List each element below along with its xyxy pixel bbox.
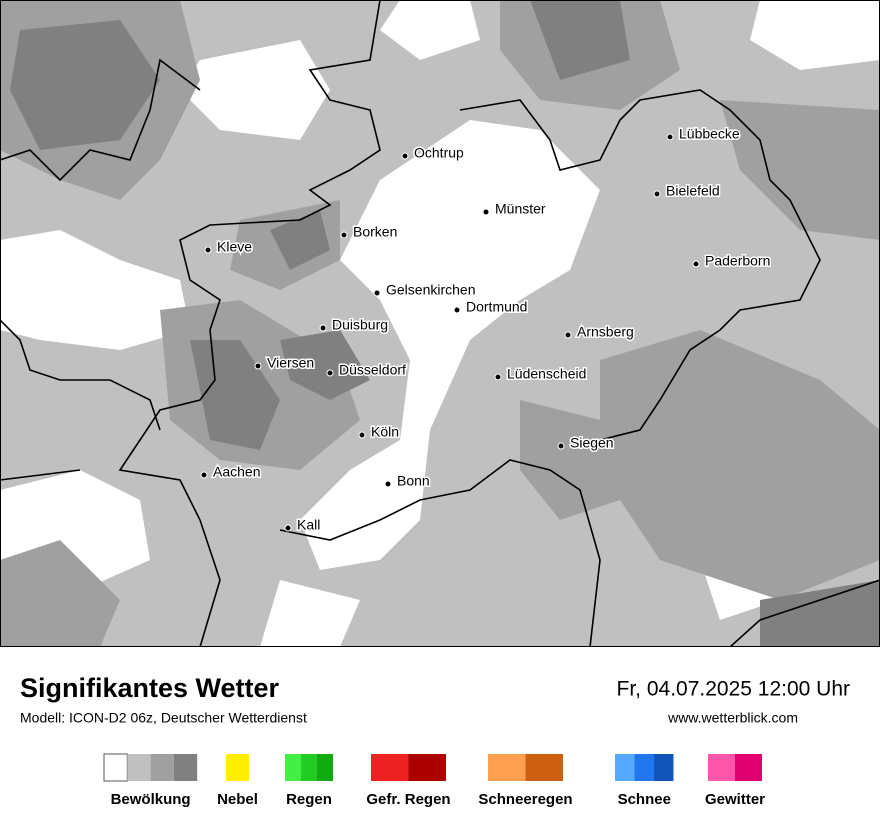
city-dot bbox=[358, 431, 366, 439]
legend-swatch bbox=[654, 754, 674, 781]
legend-label: Gefr. Regen bbox=[366, 791, 450, 808]
city-label: Münster bbox=[495, 201, 546, 217]
city-label: Dortmund bbox=[466, 299, 527, 315]
city-dot bbox=[326, 369, 334, 377]
city-label: Paderborn bbox=[705, 253, 770, 269]
legend-swatch bbox=[173, 754, 198, 781]
legend-label: Gewitter bbox=[705, 791, 765, 808]
legend-swatch bbox=[735, 754, 762, 781]
city-label: Borken bbox=[353, 224, 397, 240]
legend-label: Bewölkung bbox=[111, 791, 191, 808]
legend-swatch bbox=[371, 754, 409, 781]
legend-swatch bbox=[708, 754, 735, 781]
city-label: Arnsberg bbox=[577, 324, 634, 340]
city-label: Bonn bbox=[397, 473, 430, 489]
city-dot bbox=[482, 208, 490, 216]
datetime: Fr, 04.07.2025 12:00 Uhr bbox=[617, 678, 851, 701]
legend-swatch bbox=[634, 754, 654, 781]
city-dot bbox=[666, 133, 674, 141]
city-dot bbox=[453, 306, 461, 314]
city-dot bbox=[204, 246, 212, 254]
legend-label: Schneeregen bbox=[478, 791, 572, 808]
city-dot bbox=[319, 324, 327, 332]
legend-label: Schnee bbox=[618, 791, 671, 808]
legend-swatch bbox=[103, 753, 128, 782]
website: www.wetterblick.com bbox=[667, 710, 798, 726]
city-dot bbox=[401, 152, 409, 160]
subtitle: Modell: ICON-D2 06z, Deutscher Wetterdie… bbox=[20, 710, 307, 726]
city-label: Bielefeld bbox=[666, 183, 720, 199]
legend-swatch bbox=[317, 754, 333, 781]
legend-swatch bbox=[150, 754, 174, 781]
city-dot bbox=[340, 231, 348, 239]
city-dot bbox=[653, 190, 661, 198]
city-dot bbox=[564, 331, 572, 339]
city-label: Aachen bbox=[213, 464, 260, 480]
city-dot bbox=[373, 289, 381, 297]
city-dot bbox=[557, 442, 565, 450]
city-label: Köln bbox=[371, 424, 399, 440]
city-dot bbox=[384, 480, 392, 488]
legend-label: Regen bbox=[286, 791, 332, 808]
city-label: Duisburg bbox=[332, 317, 388, 333]
legend-swatch bbox=[301, 754, 317, 781]
city-label: Kleve bbox=[217, 239, 252, 255]
legend-label: Nebel bbox=[217, 791, 258, 808]
city-label: Siegen bbox=[570, 435, 614, 451]
city-label: Düsseldorf bbox=[339, 362, 406, 378]
city-dot bbox=[284, 524, 292, 532]
title: Signifikantes Wetter bbox=[20, 673, 280, 703]
city-label: Kall bbox=[297, 517, 320, 533]
city-label: Gelsenkirchen bbox=[386, 282, 476, 298]
legend-swatch bbox=[408, 754, 446, 781]
city-dot bbox=[200, 471, 208, 479]
legend-swatch bbox=[127, 754, 151, 781]
city-dot bbox=[254, 362, 262, 370]
city-dot bbox=[692, 260, 700, 268]
map bbox=[0, 0, 880, 648]
city-label: Ochtrup bbox=[414, 145, 464, 161]
city-label: Lüdenscheid bbox=[507, 366, 586, 382]
legend-swatch bbox=[488, 754, 526, 781]
city-label: Lübbecke bbox=[679, 126, 740, 142]
city-dot bbox=[494, 373, 502, 381]
legend-swatch bbox=[525, 754, 563, 781]
legend-swatch bbox=[615, 754, 635, 781]
legend-swatch bbox=[226, 754, 249, 781]
city-label: Viersen bbox=[267, 355, 314, 371]
legend-swatch bbox=[285, 754, 301, 781]
